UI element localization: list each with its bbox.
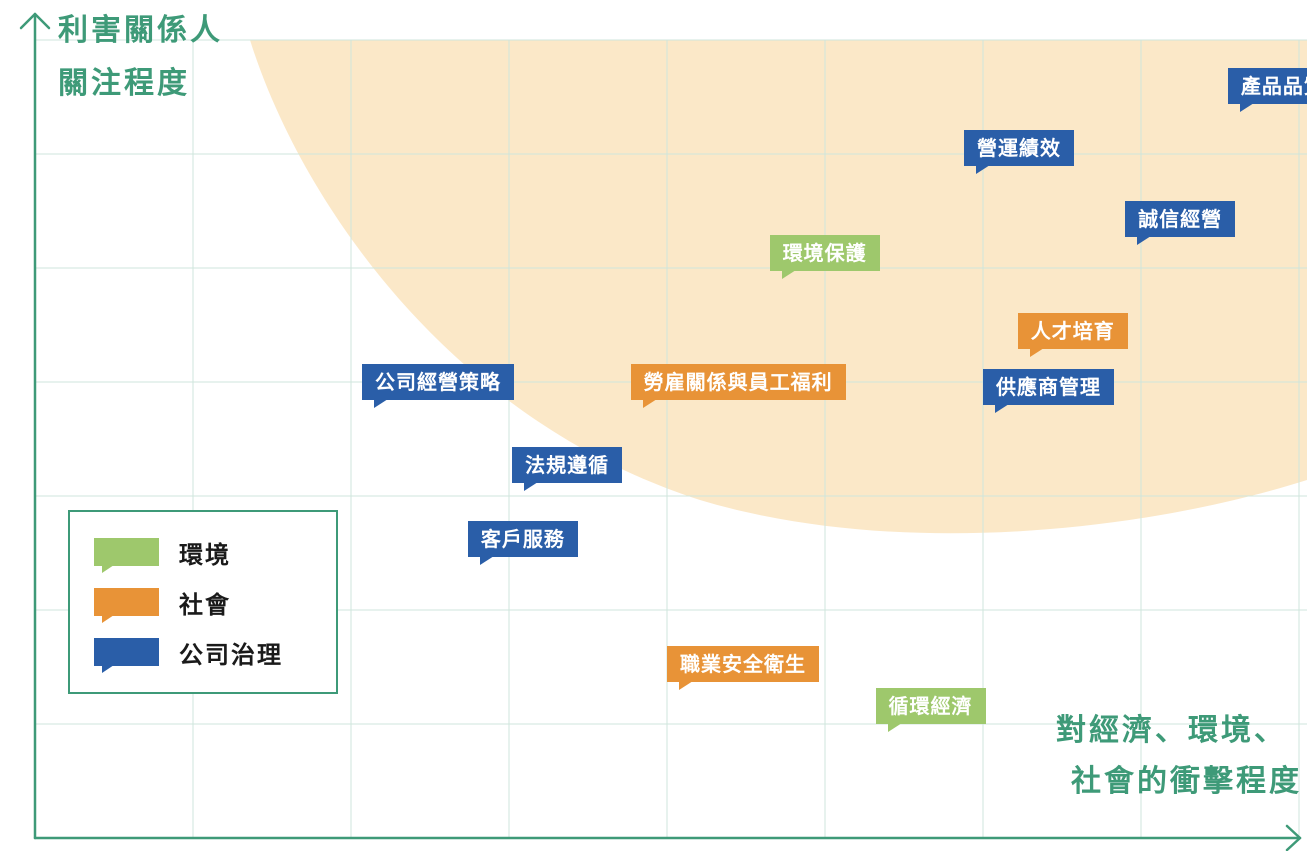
axes [19, 12, 1302, 851]
legend-label-governance: 公司治理 [179, 640, 283, 669]
data-point-label: 職業安全衛生 [667, 645, 819, 690]
x-axis-label-line-1: 對經濟、環境、 [1056, 713, 1287, 748]
x-axis-label-line-2: 社會的衝擊程度 [1071, 764, 1302, 799]
data-point-label: 環境保護 [769, 235, 880, 280]
legend-label-society: 社會 [179, 590, 231, 619]
legend-item-society: 社會 [94, 584, 231, 623]
legend-item-governance: 公司治理 [94, 634, 283, 673]
data-point-label: 法規遵循 [512, 447, 623, 492]
data-point-label: 客戶服務 [467, 521, 578, 566]
y-axis-label-line-2: 關注程度 [58, 66, 190, 101]
y-axis-arrow [19, 12, 51, 30]
data-point-label: 循環經濟 [875, 687, 986, 732]
data-point-label: 誠信經營 [1125, 200, 1236, 245]
data-point-label: 勞雇關係與員工福利 [630, 364, 846, 408]
legend-swatch-society [94, 588, 159, 623]
legend-label-environment: 環境 [179, 540, 231, 569]
legend: 環境 社會 公司治理 [68, 510, 338, 694]
data-point-label: 人才培育 [1017, 312, 1128, 357]
data-point-label: 營運績效 [964, 130, 1075, 175]
y-axis-label-line-1: 利害關係人 [58, 13, 223, 48]
legend-swatch-governance [94, 638, 159, 673]
data-point-label: 供應商管理 [983, 368, 1114, 413]
data-point-label: 公司經營策略 [362, 364, 515, 408]
legend-swatch-environment [94, 538, 159, 573]
high-priority-region [250, 40, 1307, 534]
legend-item-environment: 環境 [94, 534, 231, 573]
x-axis-arrow [1285, 824, 1302, 851]
data-point-label: 產品品質 [1227, 67, 1307, 112]
